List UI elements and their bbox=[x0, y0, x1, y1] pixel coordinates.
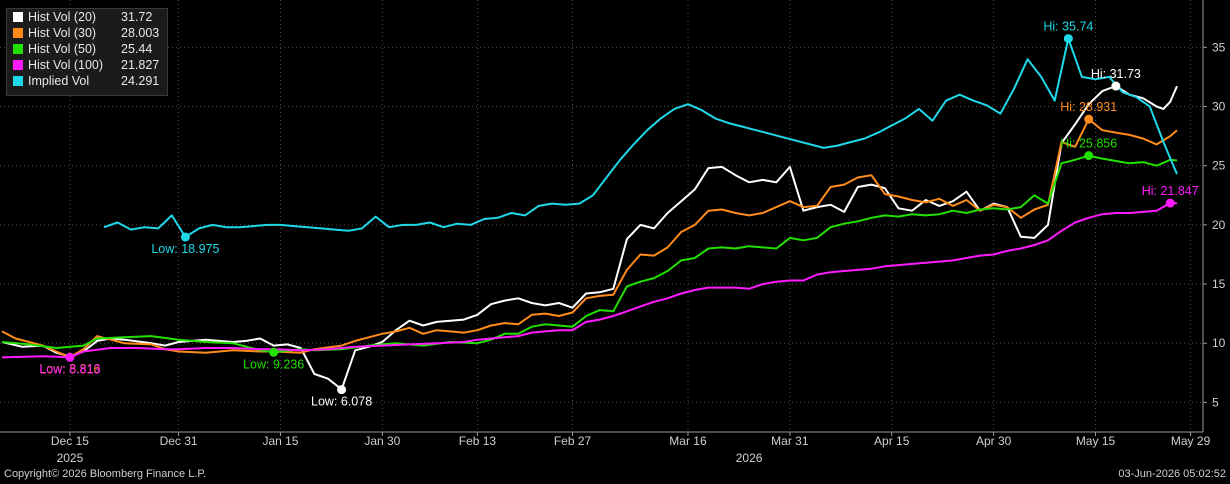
extreme-label: Low: 8.813 bbox=[39, 362, 100, 376]
legend-item[interactable]: Hist Vol (30) 28.003 bbox=[7, 25, 167, 41]
y-tick-label: 15 bbox=[1212, 277, 1226, 291]
legend-series-name: Hist Vol (50) bbox=[28, 42, 97, 56]
x-tick-label: Feb 13 bbox=[459, 434, 497, 448]
timestamp-text: 03-Jun-2026 05:02:52 bbox=[1118, 468, 1226, 480]
x-year-label: 2025 bbox=[57, 451, 84, 465]
legend-swatch bbox=[13, 44, 23, 54]
series-line bbox=[103, 37, 1178, 238]
x-year-label: 2026 bbox=[736, 451, 763, 465]
x-tick-label: Apr 15 bbox=[874, 434, 910, 448]
legend-series-value: 24.291 bbox=[121, 74, 160, 88]
x-tick-label: Apr 30 bbox=[976, 434, 1012, 448]
legend-series-value: 21.827 bbox=[121, 58, 160, 72]
extreme-label: Low: 18.975 bbox=[151, 242, 219, 256]
extreme-marker bbox=[1165, 198, 1175, 208]
series-line bbox=[1, 85, 1178, 391]
extreme-label: Low: 6.078 bbox=[311, 395, 372, 409]
legend-series-value: 25.44 bbox=[121, 42, 153, 56]
x-tick-label: Mar 16 bbox=[669, 434, 707, 448]
extreme-label: Low: 8.816 bbox=[39, 362, 100, 376]
y-tick-label: 10 bbox=[1212, 336, 1226, 350]
annotations: Hi: 35.74 Hi: 31.73 Hi: 28.931 Hi: 25.856 Hi… bbox=[39, 20, 1198, 409]
copyright-text: Copyright© 2026 Bloomberg Finance L.P. bbox=[4, 468, 207, 480]
extreme-label: Low: 9.236 bbox=[243, 357, 304, 371]
legend-series-value: 28.003 bbox=[121, 26, 160, 40]
x-tick-label: Mar 31 bbox=[771, 434, 809, 448]
legend-series-name: Hist Vol (30) bbox=[28, 26, 97, 40]
extreme-marker bbox=[1063, 34, 1073, 44]
extreme-marker bbox=[180, 232, 190, 242]
x-tick-label: Jan 30 bbox=[364, 434, 400, 448]
x-tick-label: Feb 27 bbox=[554, 434, 592, 448]
legend-item[interactable]: Implied Vol 24.291 bbox=[7, 73, 167, 89]
y-tick-label: 25 bbox=[1212, 159, 1226, 173]
extreme-marker bbox=[269, 347, 279, 357]
series-lines bbox=[1, 37, 1178, 391]
extreme-marker bbox=[65, 352, 75, 362]
x-tick-label: May 29 bbox=[1171, 434, 1211, 448]
legend-swatch bbox=[13, 60, 23, 70]
legend-swatch bbox=[13, 12, 23, 22]
gridlines bbox=[0, 0, 1203, 432]
x-tick-label: May 15 bbox=[1076, 434, 1116, 448]
legend-item[interactable]: Hist Vol (20) 31.72 bbox=[7, 9, 167, 25]
x-tick-label: Dec 15 bbox=[51, 434, 89, 448]
legend-swatch bbox=[13, 28, 23, 38]
x-tick-label: Dec 31 bbox=[160, 434, 198, 448]
extreme-marker bbox=[1084, 114, 1094, 124]
y-tick-label: 20 bbox=[1212, 218, 1226, 232]
legend-series-value: 31.72 bbox=[121, 10, 153, 24]
legend-series-name: Hist Vol (100) bbox=[28, 58, 104, 72]
legend: Hist Vol (20) 31.72 Hist Vol (30) 28.003… bbox=[6, 8, 168, 96]
extreme-label: Hi: 28.931 bbox=[1060, 100, 1117, 114]
legend-item[interactable]: Hist Vol (50) 25.44 bbox=[7, 41, 167, 57]
series-line bbox=[1, 202, 1178, 359]
legend-item[interactable]: Hist Vol (100) 21.827 bbox=[7, 57, 167, 73]
extreme-label: Hi: 25.856 bbox=[1060, 137, 1117, 151]
legend-series-name: Hist Vol (20) bbox=[28, 10, 97, 24]
y-tick-label: 35 bbox=[1212, 40, 1226, 54]
x-tick-label: Jan 15 bbox=[262, 434, 298, 448]
series-line bbox=[1, 118, 1178, 359]
legend-series-name: Implied Vol bbox=[28, 74, 90, 88]
extreme-marker bbox=[1084, 151, 1094, 161]
extreme-marker bbox=[1111, 81, 1121, 91]
extreme-label: Hi: 31.73 bbox=[1091, 67, 1141, 81]
extreme-marker bbox=[337, 385, 347, 395]
y-tick-label: 30 bbox=[1212, 100, 1226, 114]
y-tick-label: 5 bbox=[1212, 395, 1219, 409]
extreme-label: Hi: 21.847 bbox=[1142, 184, 1199, 198]
legend-swatch bbox=[13, 76, 23, 86]
extreme-label: Hi: 35.74 bbox=[1043, 20, 1093, 34]
axes: Dec 15 Dec 31 Jan 15 Jan 30 Feb 13 Feb 27 Mar … bbox=[0, 0, 1226, 465]
